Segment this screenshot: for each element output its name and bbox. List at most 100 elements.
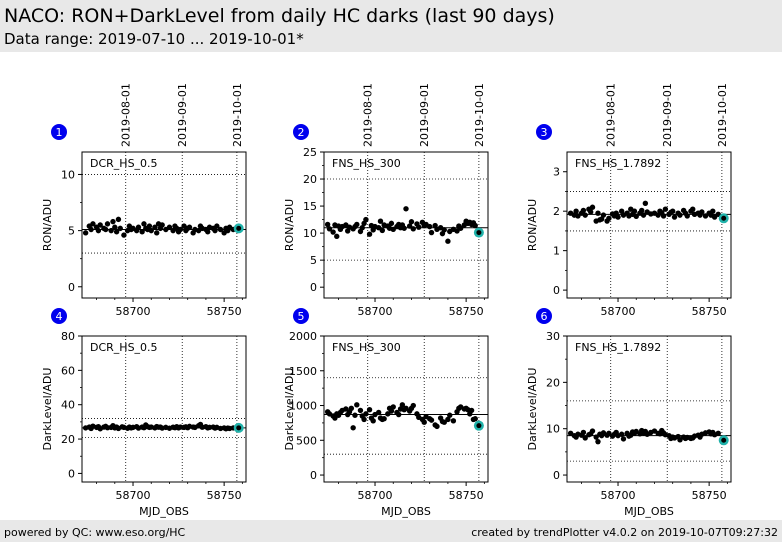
panel-setting-label: FNS_HS_1.7892 [575, 341, 661, 354]
plot-panel-2: 2019-08-01 2019-09-01 2019-10-010510152025… [283, 83, 489, 318]
date-tick-label: 2019-08-01 [362, 83, 375, 147]
plot-frame [323, 151, 489, 299]
data-point [357, 407, 364, 414]
panel-number: 3 [541, 126, 548, 139]
y-tick-label: 60 [61, 364, 75, 377]
plot-panel-1: 2019-08-01 2019-09-01 2019-10-01 0 5 10 58700 5… [41, 83, 247, 318]
data-point [113, 229, 120, 235]
plot-frame [566, 335, 732, 483]
data-point [457, 225, 464, 231]
data-point [212, 227, 218, 234]
y-tick-label: 20 [546, 376, 560, 389]
data-point [403, 206, 409, 212]
data-point [408, 219, 415, 225]
data-point [104, 221, 111, 227]
data-point [343, 406, 349, 412]
date-tick-label: 2019-10-01 [231, 83, 244, 147]
y-tick-label: 20 [61, 433, 75, 446]
panel-setting-label: DCR_HS_0.5 [90, 341, 158, 354]
data-point [472, 416, 478, 422]
data-point [139, 229, 145, 235]
data-point [615, 214, 621, 220]
plot-panel-6: 0 10 20 30 58700 58750 DarkLevel/ADU MJD_OBS FNS… [526, 308, 732, 518]
latest-point [236, 225, 242, 231]
data-point [426, 223, 433, 230]
panel-number-badge [51, 124, 67, 140]
plot-frame [566, 151, 732, 299]
y-tick-label: 1 [553, 245, 560, 258]
data-point [640, 212, 647, 218]
data-point [620, 436, 627, 442]
data-point [441, 227, 447, 233]
y-axis-label: DarkLevel/ADU [41, 368, 54, 451]
data-point [166, 224, 173, 230]
data-point [214, 223, 220, 229]
panel-setting-label: FNS_HS_1.7892 [575, 157, 661, 170]
data-point [403, 405, 409, 412]
data-point [660, 213, 667, 219]
data-point [595, 438, 601, 445]
data-point [396, 411, 402, 418]
y-tick-label: 2000 [289, 330, 317, 343]
page-title: NACO: RON+DarkLevel from daily HC darks … [4, 5, 555, 27]
y-tick-label: 30 [546, 330, 560, 343]
data-point [148, 227, 154, 234]
data-point [381, 416, 387, 422]
y-tick-label: 20 [303, 173, 317, 186]
data-point [117, 225, 123, 232]
data-point [580, 429, 587, 436]
data-point [589, 428, 596, 434]
panel-number-badge [293, 124, 309, 140]
latest-point [476, 230, 482, 236]
date-tick-label: 2019-10-01 [716, 83, 729, 147]
data-point [684, 213, 690, 219]
data-point [154, 230, 160, 236]
data-point [388, 408, 395, 414]
data-point [375, 409, 382, 416]
data-point [699, 209, 705, 215]
data-point [379, 227, 386, 234]
data-point [410, 226, 416, 232]
data-point [108, 227, 114, 234]
panel-number: 4 [56, 310, 63, 323]
plot-frame [323, 335, 489, 483]
latest-point [721, 437, 727, 443]
plot-panel-5: 0 500 1000 1500 2000 58700 58750 DarkLevel/ADU M… [283, 308, 489, 518]
y-tick-label: 500 [296, 434, 317, 447]
data-point [593, 434, 599, 440]
data-point [324, 221, 331, 228]
data-point [388, 220, 395, 227]
x-tick-label: 58700 [601, 305, 636, 318]
x-tick-label: 58700 [601, 489, 636, 502]
data-point [416, 224, 422, 230]
y-tick-label: 0 [553, 284, 560, 297]
panel-number: 1 [56, 126, 63, 139]
data-point [468, 407, 475, 414]
data-point [573, 208, 579, 214]
y-tick-label: 2 [553, 205, 560, 218]
data-point [330, 229, 336, 235]
date-tick-label: 2019-09-01 [418, 83, 431, 147]
x-tick-label: 58700 [358, 305, 393, 318]
data-point [82, 230, 89, 236]
data-point [582, 212, 588, 218]
data-point [97, 222, 103, 228]
data-point [580, 207, 587, 214]
data-range-subtitle: Data range: 2019-07-10 ... 2019-10-01* [4, 30, 304, 48]
data-point [334, 233, 340, 240]
data-point [447, 412, 453, 418]
date-tick-label: 2019-09-01 [661, 83, 674, 147]
date-tick-label: 2019-10-01 [473, 83, 486, 147]
data-point [445, 416, 451, 423]
data-point [434, 423, 440, 430]
data-point [112, 224, 118, 230]
data-point [390, 404, 396, 410]
data-point [441, 419, 447, 425]
data-point [606, 215, 612, 221]
data-point [152, 224, 158, 230]
data-point [205, 229, 211, 235]
y-tick-label: 15 [303, 200, 317, 213]
data-point [428, 417, 435, 423]
y-tick-label: 10 [303, 227, 317, 240]
data-point [352, 412, 358, 418]
